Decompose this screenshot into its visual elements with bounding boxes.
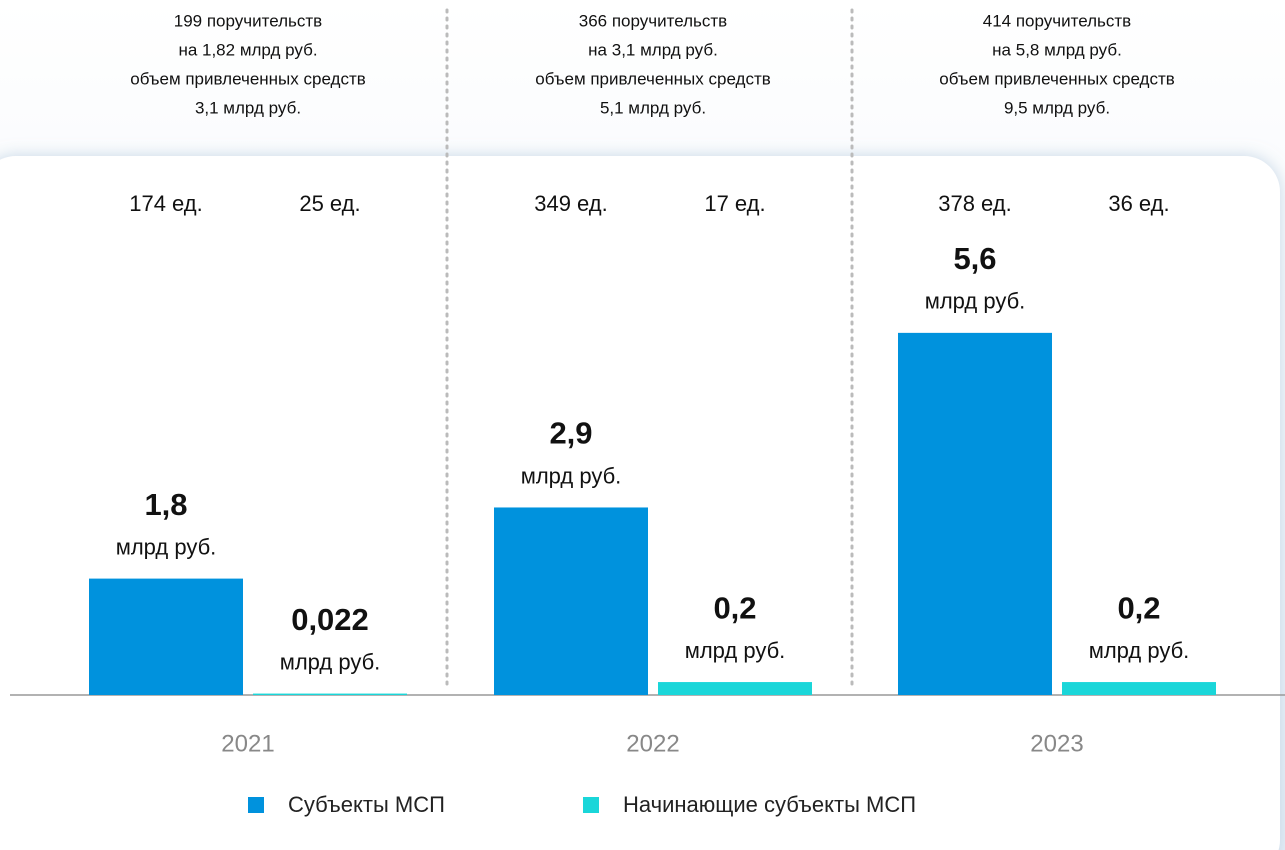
value-label: 2,9 [549,416,592,451]
value-unit: млрд руб. [1089,638,1190,663]
count-label: 349 ед. [534,191,608,216]
annotation: на 1,82 млрд руб. [178,40,317,59]
value-label: 0,2 [713,590,756,625]
bar [494,507,648,695]
value-unit: млрд руб. [280,649,381,674]
annotation: объем привлеченных средств [130,69,366,88]
annotation: 5,1 млрд руб. [600,98,706,117]
value-unit: млрд руб. [521,463,622,488]
legend-swatch [248,797,264,813]
x-tick-label: 2022 [626,730,679,757]
x-tick-label: 2023 [1030,730,1083,757]
value-label: 0,022 [291,602,369,637]
annotation: 199 поручительств [174,11,322,30]
annotation: на 5,8 млрд руб. [992,40,1122,59]
annotation: 9,5 млрд руб. [1004,98,1110,117]
annotation: 3,1 млрд руб. [195,98,301,117]
bar [89,578,243,695]
bar [658,682,812,695]
legend-label: Субъекты МСП [288,792,445,817]
count-label: 174 ед. [129,191,203,216]
annotation: 414 поручительств [983,11,1131,30]
count-label: 36 ед. [1108,191,1169,216]
count-label: 25 ед. [299,191,360,216]
value-label: 5,6 [953,241,996,276]
annotation: объем привлеченных средств [939,69,1175,88]
value-unit: млрд руб. [685,638,786,663]
x-tick-label: 2021 [221,730,274,757]
legend-swatch [583,797,599,813]
bar [898,332,1052,695]
count-label: 378 ед. [938,191,1012,216]
count-label: 17 ед. [704,191,765,216]
value-unit: млрд руб. [925,289,1026,314]
annotation: объем привлеченных средств [535,69,771,88]
annotation: 366 поручительств [579,11,727,30]
value-label: 1,8 [144,487,187,522]
bar [1062,682,1216,695]
legend-label: Начинающие субъекты МСП [623,792,916,817]
bar [253,693,407,695]
value-unit: млрд руб. [116,534,217,559]
annotation: на 3,1 млрд руб. [588,40,718,59]
value-label: 0,2 [1117,590,1160,625]
